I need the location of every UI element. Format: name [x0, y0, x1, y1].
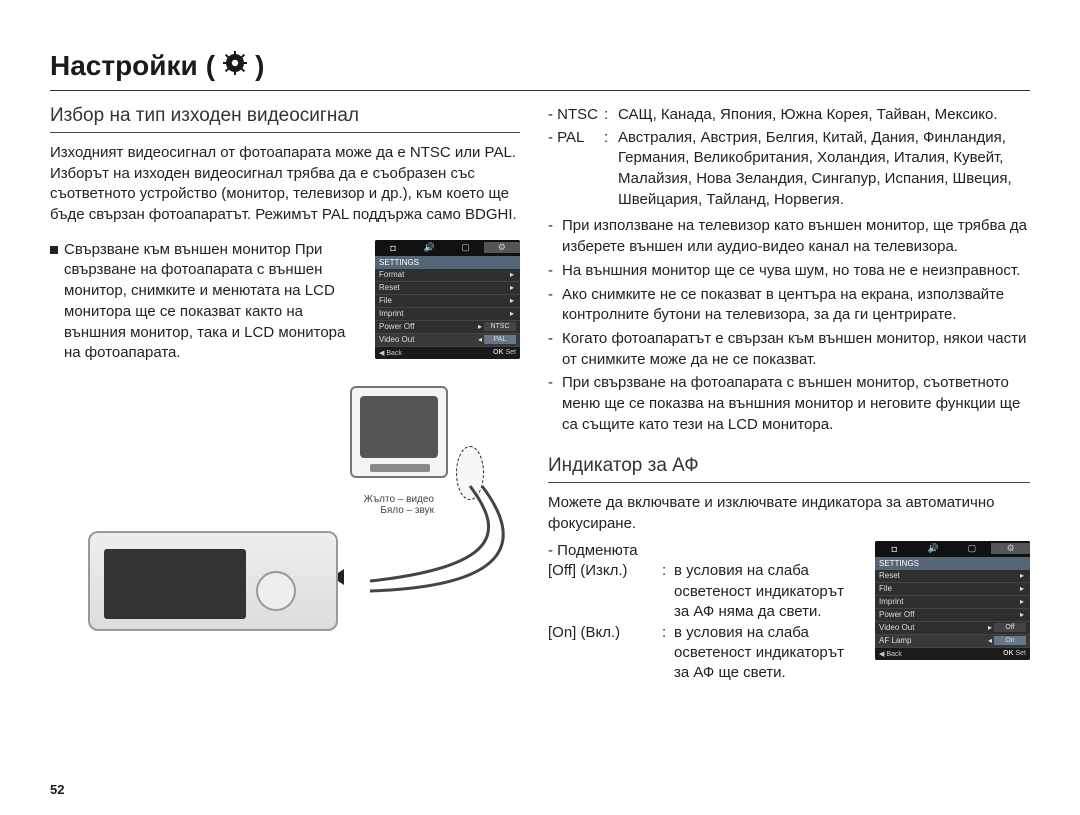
note-0: При използване на телевизор като външен … [562, 216, 1030, 257]
cable-video-label: Жълто – видео [318, 494, 434, 505]
page-title-text: Настройки [50, 50, 198, 82]
af-on-val: в условия на слаба осветеност индикаторъ… [674, 623, 861, 684]
menu2-tab-gear-icon: ⚙ [991, 543, 1030, 554]
submenu-label: - Подменюта [548, 541, 861, 562]
pal-label: - PAL [548, 128, 598, 211]
note-1: На външния монитор ще се чува шум, но то… [562, 261, 1020, 282]
menu1-ok: OK [493, 349, 504, 356]
camera-menu-screenshot-1: ◘ 🔊 ▢ ⚙ SETTINGS Format▸ Reset▸ File▸ Im… [375, 240, 520, 359]
ntsc-text: САЩ, Канада, Япония, Южна Корея, Тайван,… [618, 105, 1030, 126]
ntsc-label: - NTSC [548, 105, 598, 126]
cable-audio-label: Бяло – звук [318, 505, 434, 516]
menu-tab-display-icon: ▢ [448, 242, 484, 253]
af-section: Индикатор за АФ Можете да включвате и из… [548, 455, 1030, 683]
pal-text: Австралия, Австрия, Белгия, Китай, Дания… [618, 128, 1030, 211]
page-title: Настройки ( ) [50, 50, 1030, 91]
external-monitor-text: Свързване към външен монитор При свързва… [50, 240, 365, 364]
menu2-row2: Imprint [879, 597, 1018, 606]
note-4: При свързване на фотоапарата с външен мо… [562, 373, 1030, 435]
menu2-tab-sound-icon: 🔊 [914, 543, 953, 554]
tv-illustration [350, 386, 448, 478]
video-out-intro: Изходният видеосигнал от фотоапарата мож… [50, 143, 520, 226]
menu2-row3: Power Off [879, 610, 1018, 619]
af-intro: Можете да включвате и изключвате индикат… [548, 493, 1030, 534]
menu1-row1: Reset [379, 283, 508, 292]
menu2-row4-val: Off [994, 623, 1026, 632]
menu1-row4-val: NTSC [484, 322, 516, 331]
af-off-key: [Off] (Изкл.) [548, 561, 658, 622]
av-connector-illustration [456, 446, 484, 500]
menu2-row1: File [879, 584, 1018, 593]
menu2-tab-display-icon: ▢ [953, 543, 992, 554]
menu1-row2: File [379, 296, 508, 305]
menu1-row5-val: PAL [484, 335, 516, 344]
menu1-row4: Power Off [379, 322, 476, 331]
note-3: Когато фотоапаратът е свързан към външен… [562, 329, 1030, 370]
menu2-row4: Video Out [879, 623, 986, 632]
left-column: Избор на тип изходен видеосигнал Изходни… [50, 105, 520, 684]
menu2-set: Set [1015, 650, 1026, 657]
menu2-tab-camera-icon: ◘ [875, 544, 914, 554]
section-title-video-out: Избор на тип изходен видеосигнал [50, 105, 520, 133]
section-title-af: Индикатор за АФ [548, 455, 1030, 483]
menu1-header: SETTINGS [375, 256, 520, 269]
menu1-row0: Format [379, 270, 508, 279]
menu2-header: SETTINGS [875, 557, 1030, 570]
menu-tab-sound-icon: 🔊 [411, 242, 447, 253]
menu2-row5: AF Lamp [879, 636, 986, 645]
af-on-key: [On] (Вкл.) [548, 623, 658, 684]
menu2-back: Back [886, 651, 902, 658]
cable-color-labels: Жълто – видео Бяло – звук [318, 494, 434, 516]
camera-illustration [88, 531, 338, 631]
note-2: Ако снимките не се показват в центъра на… [562, 285, 1030, 326]
page-number: 52 [50, 782, 64, 797]
two-column-layout: Избор на тип изходен видеосигнал Изходни… [50, 105, 1030, 684]
camera-menu-screenshot-2: ◘ 🔊 ▢ ⚙ SETTINGS Reset▸ File▸ Imprint▸ P… [875, 541, 1030, 660]
menu-tab-camera-icon: ◘ [375, 243, 411, 253]
af-off-val: в условия на слаба осветеност индикаторъ… [674, 561, 861, 622]
menu2-row0: Reset [879, 571, 1018, 580]
menu1-row5: Video Out [379, 335, 476, 344]
menu1-back: Back [386, 350, 402, 357]
square-bullet-icon [50, 246, 58, 254]
right-column: - NTSC : САЩ, Канада, Япония, Южна Корея… [548, 105, 1030, 684]
menu1-set: Set [505, 349, 516, 356]
menu2-ok: OK [1003, 650, 1014, 657]
notes-list: -При използване на телевизор като външен… [548, 216, 1030, 435]
menu-tab-gear-icon: ⚙ [484, 242, 520, 253]
af-submenu-block: - Подменюта [Off] (Изкл.) : в условия на… [548, 541, 1030, 684]
title-open-paren: ( [206, 50, 215, 82]
connection-diagram: Жълто – видео Бяло – звук [50, 386, 520, 626]
ntsc-pal-definitions: - NTSC : САЩ, Канада, Япония, Южна Корея… [548, 105, 1030, 210]
menu1-row3: Imprint [379, 309, 508, 318]
external-monitor-paragraph: Свързване към външен монитор При свързва… [64, 240, 365, 364]
gear-icon [223, 50, 247, 82]
af-submenu-text: - Подменюта [Off] (Изкл.) : в условия на… [548, 541, 861, 684]
external-monitor-block: Свързване към външен монитор При свързва… [50, 240, 520, 364]
menu2-row5-val: On [994, 636, 1026, 645]
title-close-paren: ) [255, 50, 264, 82]
